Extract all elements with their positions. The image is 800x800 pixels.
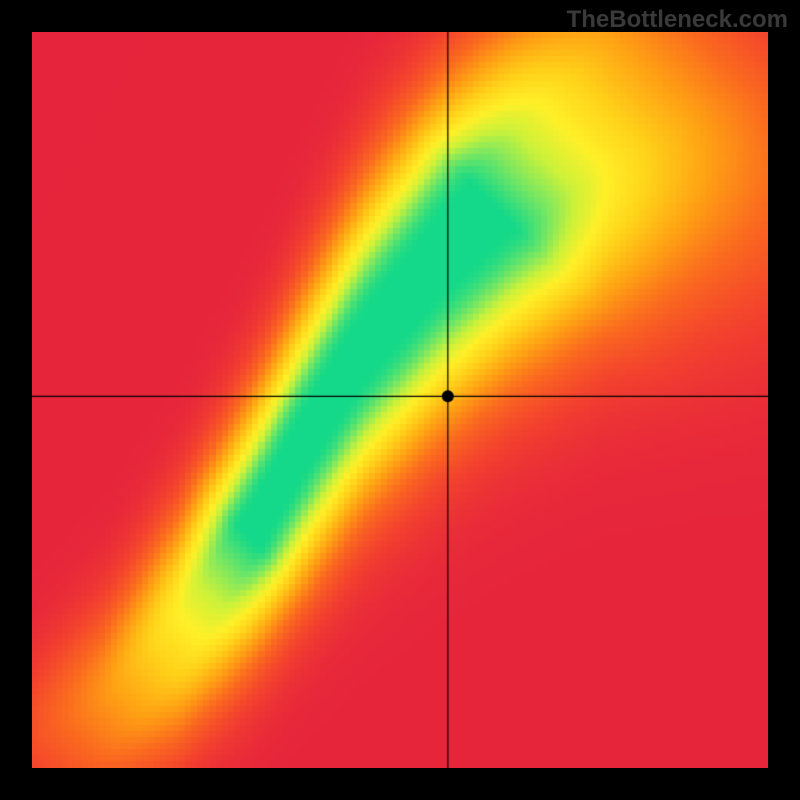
bottleneck-heatmap [32, 32, 768, 768]
watermark-text: TheBottleneck.com [567, 6, 788, 34]
chart-container: TheBottleneck.com [0, 0, 800, 800]
